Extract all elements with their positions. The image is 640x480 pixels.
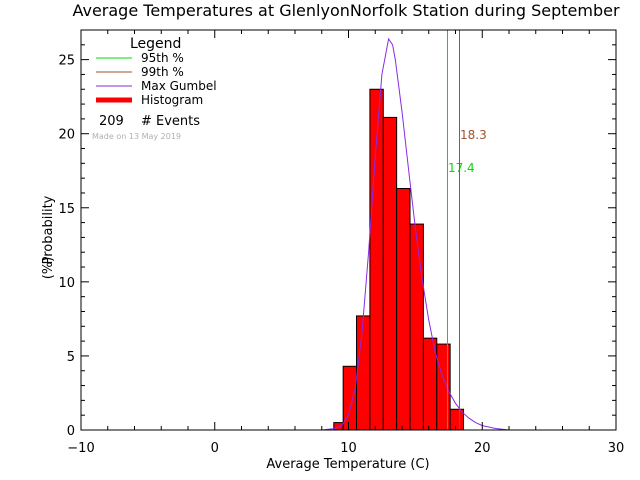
chart-title: Average Temperatures at GlenlyonNorfolk … (72, 1, 619, 20)
histogram-bar-8 (436, 343, 451, 431)
y-axis-unit: (%) (41, 257, 56, 280)
y-tick-label: 15 (58, 202, 75, 217)
y-axis-ticks: 0 5 10 15 20 25 (58, 44, 616, 439)
y-tick-label: 25 (58, 54, 75, 69)
histogram-bar-2 (356, 315, 371, 431)
histogram-bar-9 (449, 408, 465, 431)
x-tick-label: 20 (474, 441, 491, 456)
y-tick-label: 0 (67, 424, 75, 439)
legend-label-2: Max Gumbel (141, 79, 217, 93)
x-tick-label: 10 (340, 441, 357, 456)
legend-label-0: 95th % (141, 51, 184, 65)
histogram-bar-6 (409, 223, 424, 431)
x-axis-ticks: −10 0 10 20 30 (67, 30, 624, 456)
legend-label-1: 99th % (141, 65, 184, 79)
x-axis-label: Average Temperature (C) (266, 457, 429, 472)
percentile-label-1: 18.3 (460, 128, 487, 142)
y-axis-label: Probability (41, 195, 56, 264)
events-label: # Events (141, 114, 200, 129)
max-gumbel-curve (321, 37, 510, 431)
x-tick-label: 30 (608, 441, 625, 456)
watermark: Made on 13 May 2019 (92, 132, 181, 141)
x-tick-label: 0 (211, 441, 219, 456)
percentile-lines: 17.4 18.3 (446, 30, 487, 430)
histogram-bar-4 (382, 116, 398, 431)
events-count: 209 (99, 114, 124, 129)
histogram-bars (333, 88, 465, 431)
legend-title: Legend (130, 36, 181, 52)
histogram-bar-5 (396, 188, 411, 431)
percentile-label-0: 17.4 (448, 161, 475, 175)
x-tick-label: −10 (67, 441, 94, 456)
y-tick-label: 10 (58, 276, 75, 291)
legend-label-3: Histogram (141, 93, 203, 107)
y-tick-label: 5 (67, 350, 75, 365)
y-tick-label: 20 (58, 128, 75, 143)
